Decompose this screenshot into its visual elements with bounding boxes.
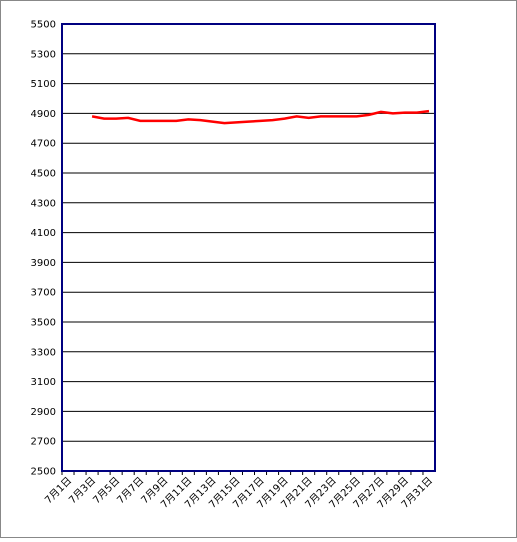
data-line [91,109,430,125]
y-tick-label: 4700 [31,139,56,150]
y-tick-label: 3100 [31,377,56,388]
y-tick-label: 4500 [31,169,56,180]
y-tick-label: 3300 [31,347,56,358]
y-tick-label: 5300 [31,49,56,60]
y-tick-label: 4300 [31,198,56,209]
y-tick-label: 2900 [31,407,56,418]
y-tick-label: 5500 [31,20,56,31]
y-tick-label: 2500 [31,467,56,478]
plot-area [62,24,435,471]
y-tick-label: 3700 [31,288,56,299]
plot-border [61,23,436,472]
y-tick-label: 5100 [31,79,56,90]
y-tick-label: 3900 [31,258,56,269]
y-tick-label: 3500 [31,318,56,329]
y-tick-label: 4100 [31,228,56,239]
y-tick-label: 2700 [31,437,56,448]
y-tick-label: 4900 [31,109,56,120]
